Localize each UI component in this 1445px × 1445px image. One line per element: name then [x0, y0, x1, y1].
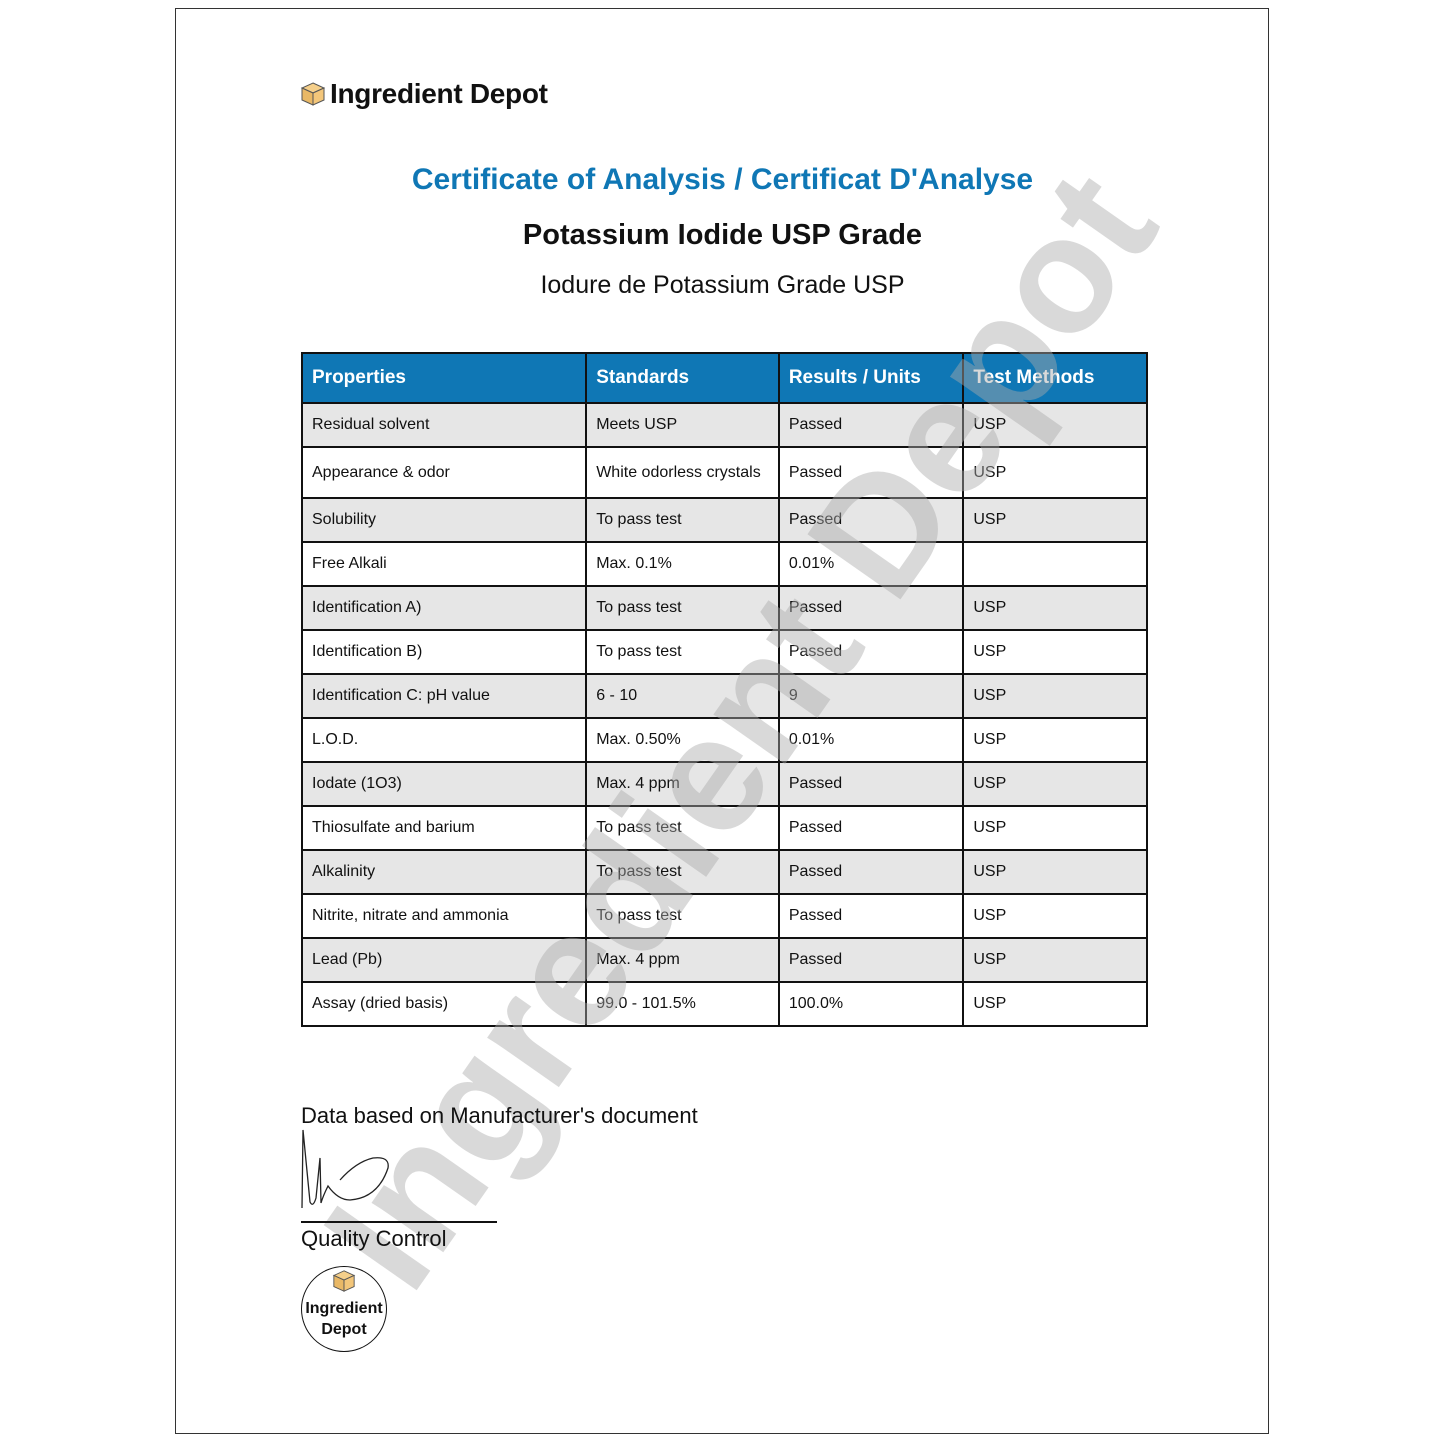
table-cell: 99.0 - 101.5% — [585, 981, 780, 1027]
table-cell: Max. 4 ppm — [585, 937, 780, 983]
table-cell: USP — [962, 402, 1148, 448]
table-cell: Alkalinity — [300, 849, 588, 895]
table-cell: Passed — [777, 805, 965, 851]
column-header: Standards — [585, 352, 780, 404]
column-header: Results / Units — [777, 352, 965, 404]
table-cell: USP — [962, 497, 1148, 543]
table-cell: Passed — [777, 497, 965, 543]
table-cell: Meets USP — [585, 402, 780, 448]
product-name: Potassium Iodide USP Grade — [522, 219, 923, 251]
table-cell: To pass test — [585, 497, 780, 543]
table-row: Free Alkali Max. 0.1% 0.01% — [300, 541, 1148, 587]
table-cell: Identification A) — [300, 585, 588, 631]
stamp-text: Ingredient — [305, 1300, 383, 1317]
table-cell: USP — [962, 981, 1148, 1027]
table-cell: USP — [962, 849, 1148, 895]
box-icon — [332, 1270, 356, 1292]
table-cell: 9 — [777, 673, 965, 719]
table-cell: To pass test — [585, 585, 780, 631]
table-cell: Passed — [777, 849, 965, 895]
signature-line — [301, 1221, 497, 1223]
table-row: L.O.D. Max. 0.50% 0.01% USP — [300, 717, 1148, 763]
table-header: Properties Standards Results / Units Test M… — [300, 352, 1148, 404]
table-cell: Thiosulfate and barium — [300, 805, 588, 851]
table-cell: USP — [962, 937, 1148, 983]
table-cell: USP — [962, 717, 1148, 763]
table-cell: White odorless crystals — [585, 446, 780, 499]
table-cell: Residual solvent — [300, 402, 588, 448]
table-cell: 0.01% — [777, 541, 965, 587]
table-row: Assay (dried basis) 99.0 - 101.5% 100.0% US… — [300, 981, 1148, 1027]
column-header: Test Methods — [962, 352, 1148, 404]
table-cell: 6 - 10 — [585, 673, 780, 719]
table-cell: Passed — [777, 585, 965, 631]
table-cell: Passed — [777, 629, 965, 675]
table-cell: 100.0% — [777, 981, 965, 1027]
company-stamp: Ingredient Depot — [301, 1266, 387, 1352]
signature — [301, 1129, 389, 1209]
table-row: Iodate (1O3) Max. 4 ppm Passed USP — [300, 761, 1148, 807]
document-title: Certificate of Analysis / Certificat D'A… — [411, 163, 1034, 196]
signature-label: Quality Control — [301, 1226, 447, 1251]
table-cell: To pass test — [585, 849, 780, 895]
table-cell: Solubility — [300, 497, 588, 543]
table-cell: Passed — [777, 402, 965, 448]
table-row: Alkalinity To pass test Passed USP — [300, 849, 1148, 895]
table-cell: USP — [962, 673, 1148, 719]
box-icon — [300, 82, 326, 106]
table-cell: 0.01% — [777, 717, 965, 763]
table-cell — [962, 541, 1148, 587]
table-row: Nitrite, nitrate and ammonia To pass test… — [300, 893, 1148, 939]
table-cell: USP — [962, 805, 1148, 851]
table-cell: USP — [962, 585, 1148, 631]
brand-name: Ingredient Depot — [330, 78, 548, 109]
table-cell: Max. 4 ppm — [585, 761, 780, 807]
table-cell: USP — [962, 893, 1148, 939]
table-row: Thiosulfate and barium To pass test Passed… — [300, 805, 1148, 851]
source-note: Data based on Manufacturer's document — [301, 1103, 698, 1128]
table-cell: Passed — [777, 893, 965, 939]
product-name-fr: Iodure de Potassium Grade USP — [540, 271, 905, 299]
analysis-table: Properties Standards Results / Units Test M… — [300, 352, 1148, 1027]
table-row: Identification A) To pass test Passed USP — [300, 585, 1148, 631]
table-row: Lead (Pb) Max. 4 ppm Passed USP — [300, 937, 1148, 983]
table-row: Identification B) To pass test Passed USP — [300, 629, 1148, 675]
table-row: Appearance & odor White odorless crystals… — [300, 446, 1148, 499]
table-cell: Passed — [777, 937, 965, 983]
table-cell: L.O.D. — [300, 717, 588, 763]
table-cell: USP — [962, 761, 1148, 807]
table-cell: Max. 0.1% — [585, 541, 780, 587]
table-cell: Passed — [777, 761, 965, 807]
stamp-text: Depot — [321, 1321, 367, 1338]
table-row: Residual solvent Meets USP Passed USP — [300, 402, 1148, 448]
page-border — [175, 8, 1269, 1434]
table-cell: Identification C: pH value — [300, 673, 588, 719]
table-cell: Appearance & odor — [300, 446, 588, 499]
table-cell: Iodate (1O3) — [300, 761, 588, 807]
table-cell: Identification B) — [300, 629, 588, 675]
table-cell: Lead (Pb) — [300, 937, 588, 983]
table-cell: To pass test — [585, 629, 780, 675]
column-header: Properties — [300, 352, 588, 404]
brand-logo: Ingredient Depot — [300, 78, 548, 110]
table-row: Solubility To pass test Passed USP — [300, 497, 1148, 543]
table-cell: USP — [962, 446, 1148, 499]
table-row: Identification C: pH value 6 - 10 9 USP — [300, 673, 1148, 719]
table-cell: To pass test — [585, 805, 780, 851]
table-cell: Passed — [777, 446, 965, 499]
table-cell: USP — [962, 629, 1148, 675]
table-cell: Max. 0.50% — [585, 717, 780, 763]
table-cell: To pass test — [585, 893, 780, 939]
table-cell: Free Alkali — [300, 541, 588, 587]
table-cell: Nitrite, nitrate and ammonia — [300, 893, 588, 939]
table-cell: Assay (dried basis) — [300, 981, 588, 1027]
